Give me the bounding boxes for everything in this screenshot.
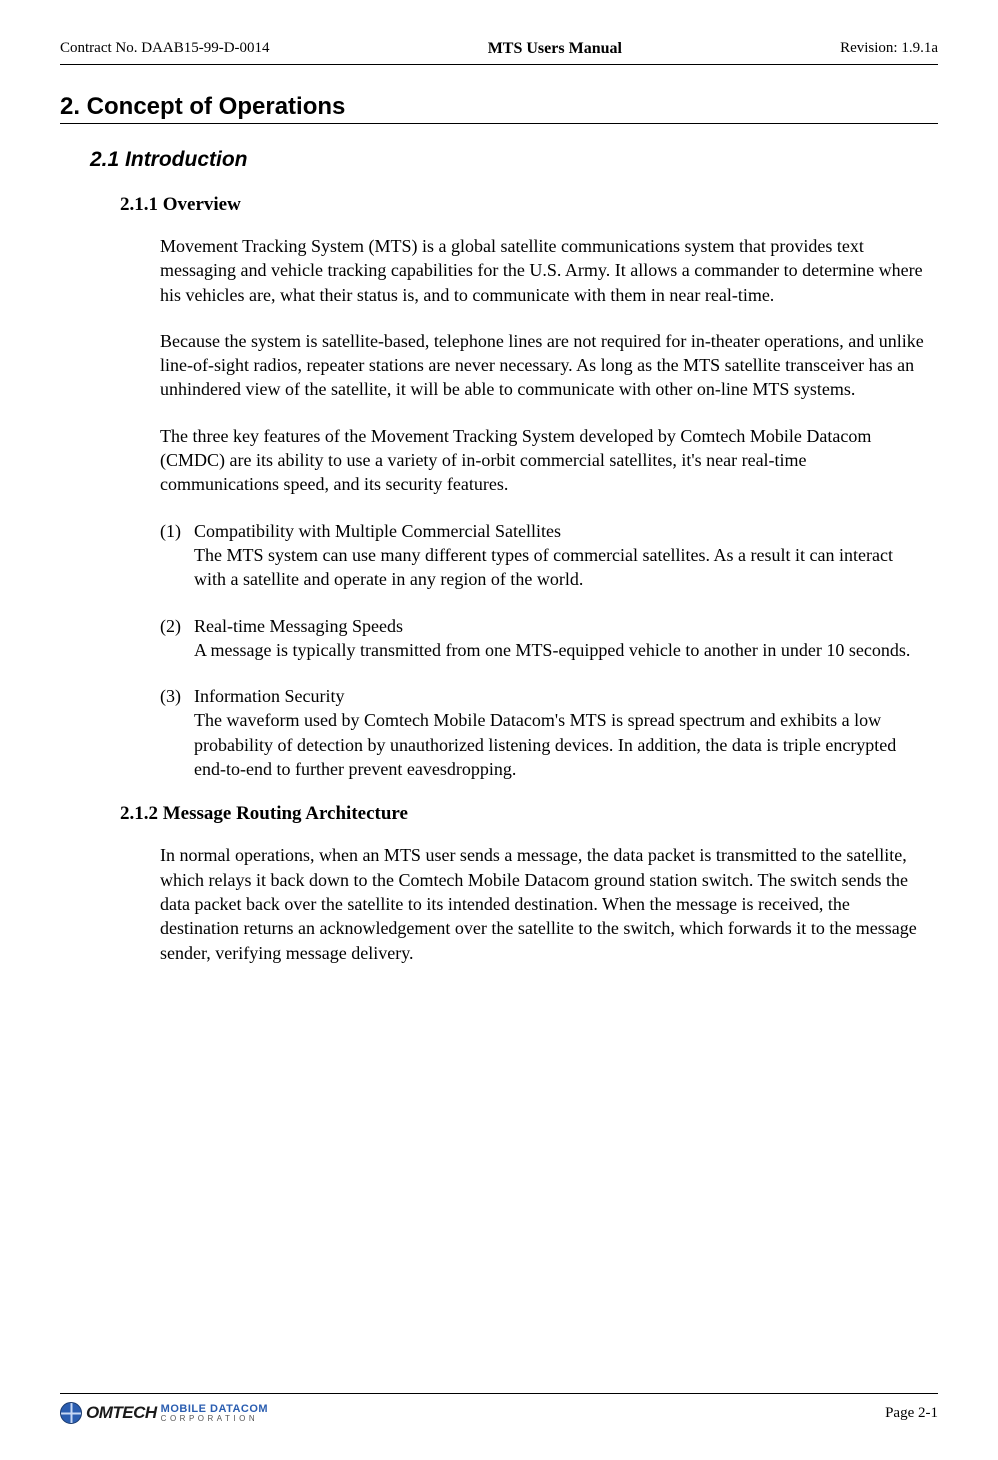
logo-subtext-stack: MOBILE DATACOM CORPORATION xyxy=(157,1404,268,1423)
paragraph: Movement Tracking System (MTS) is a glob… xyxy=(160,234,928,307)
item-number: (2) xyxy=(160,614,194,663)
paragraph: Because the system is satellite-based, t… xyxy=(160,329,928,402)
header-left: Contract No. DAAB15-99-D-0014 xyxy=(60,40,270,58)
item-number: (3) xyxy=(160,684,194,781)
header-center: MTS Users Manual xyxy=(488,40,622,58)
footer-row: OMTECH MOBILE DATACOM CORPORATION Page 2… xyxy=(60,1402,938,1424)
paragraph: In normal operations, when an MTS user s… xyxy=(160,843,928,964)
item-body: Compatibility with Multiple Commercial S… xyxy=(194,519,928,592)
page-header: Contract No. DAAB15-99-D-0014 MTS Users … xyxy=(60,40,938,58)
logo-subtext-bottom: CORPORATION xyxy=(161,1415,268,1423)
item-body: Information Security The waveform used b… xyxy=(194,684,928,781)
numbered-item: (2) Real-time Messaging Speeds A message… xyxy=(160,614,928,663)
heading-3-overview: 2.1.1 Overview xyxy=(120,194,938,216)
logo-subtext-top: MOBILE DATACOM xyxy=(161,1404,268,1415)
heading-1-rule xyxy=(60,123,938,124)
overview-body: Movement Tracking System (MTS) is a glob… xyxy=(160,234,928,781)
numbered-item: (3) Information Security The waveform us… xyxy=(160,684,928,781)
logo-brand-text: OMTECH xyxy=(86,1403,157,1423)
routing-body: In normal operations, when an MTS user s… xyxy=(160,843,928,964)
item-title: Compatibility with Multiple Commercial S… xyxy=(194,521,561,541)
globe-icon xyxy=(60,1402,82,1424)
item-text: The MTS system can use many different ty… xyxy=(194,545,893,589)
item-text: A message is typically transmitted from … xyxy=(194,640,910,660)
paragraph: The three key features of the Movement T… xyxy=(160,424,928,497)
heading-2: 2.1 Introduction xyxy=(90,148,938,172)
heading-3-routing: 2.1.2 Message Routing Architecture xyxy=(120,803,938,825)
numbered-item: (1) Compatibility with Multiple Commerci… xyxy=(160,519,928,592)
page: Contract No. DAAB15-99-D-0014 MTS Users … xyxy=(0,0,998,1460)
header-rule xyxy=(60,64,938,65)
item-number: (1) xyxy=(160,519,194,592)
page-number: Page 2-1 xyxy=(885,1405,938,1422)
item-text: The waveform used by Comtech Mobile Data… xyxy=(194,710,896,779)
item-title: Information Security xyxy=(194,686,344,706)
header-right: Revision: 1.9.1a xyxy=(840,40,938,58)
page-footer: OMTECH MOBILE DATACOM CORPORATION Page 2… xyxy=(60,1385,938,1424)
item-body: Real-time Messaging Speeds A message is … xyxy=(194,614,928,663)
item-title: Real-time Messaging Speeds xyxy=(194,616,403,636)
footer-rule xyxy=(60,1393,938,1394)
heading-1: 2. Concept of Operations xyxy=(60,93,938,121)
company-logo: OMTECH MOBILE DATACOM CORPORATION xyxy=(60,1402,268,1424)
